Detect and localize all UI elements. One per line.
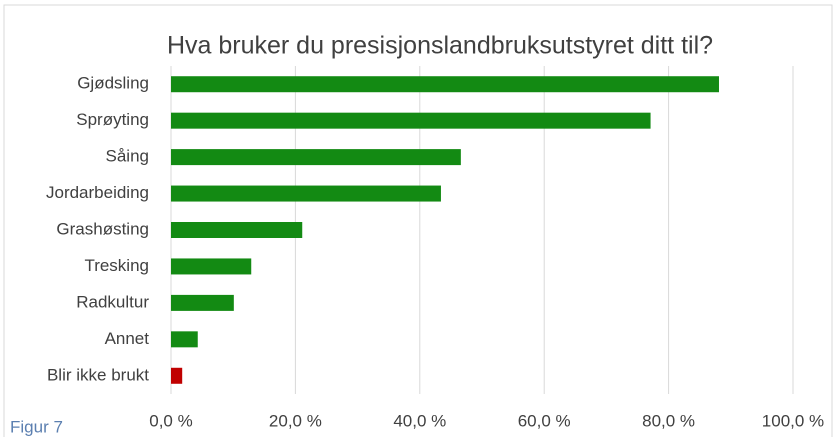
y-tick-label: Sprøyting (76, 110, 149, 129)
y-tick-label: Jordarbeiding (46, 183, 149, 202)
bar (171, 185, 441, 202)
bar (171, 222, 303, 238)
x-tick-label: 0,0 % (149, 411, 192, 430)
x-tick-label: 60,0 % (518, 411, 571, 430)
y-tick-label: Blir ikke brukt (47, 365, 149, 384)
y-tick-label: Radkultur (76, 292, 149, 311)
bar (171, 76, 719, 93)
x-tick-label: 100,0 % (762, 411, 824, 430)
y-tick-label: Gjødsling (77, 74, 149, 93)
bar (171, 112, 651, 129)
bar (171, 367, 183, 384)
x-tick-label: 80,0 % (642, 411, 695, 430)
y-tick-label: Tresking (84, 256, 149, 275)
y-tick-label: Annet (105, 329, 150, 348)
caption: Figur 7 (10, 417, 63, 436)
bar (171, 294, 234, 311)
bar (171, 331, 198, 348)
bar (171, 149, 461, 166)
x-tick-label: 40,0 % (393, 411, 446, 430)
chart-border (3, 4, 833, 437)
bar (171, 258, 252, 275)
y-tick-label: Grashøsting (56, 219, 149, 238)
x-tick-label: 20,0 % (269, 411, 322, 430)
chart-title: Hva bruker du presisjonslandbruksutstyre… (167, 32, 713, 60)
y-tick-label: Såing (106, 147, 149, 166)
